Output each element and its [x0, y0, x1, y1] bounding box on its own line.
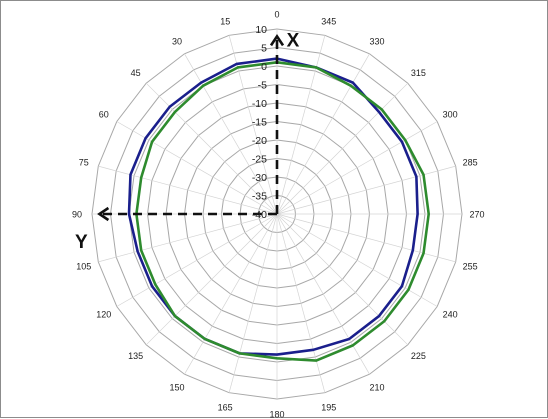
radial-tick-label-10: -40: [252, 209, 267, 221]
angle-tick-label-9: 135: [128, 351, 143, 361]
radial-tick-labels: 10 5 0 -5 -10 -15 -20 -25 -30 -35 -40: [252, 24, 267, 221]
angle-tick-label-10: 150: [169, 383, 184, 393]
axis-marker-label-0: X: [287, 30, 300, 51]
radial-tick-label-1: 5: [261, 43, 267, 55]
series-line-1: [136, 62, 428, 360]
angle-tick-label-19: 285: [463, 158, 478, 168]
grid-spoke-11: [229, 214, 277, 393]
radial-tick-label-7: -25: [252, 154, 267, 166]
grid-spoke-5: [98, 166, 277, 214]
angle-tick-label-1: 15: [220, 16, 230, 26]
angle-tick-label-15: 225: [411, 351, 426, 361]
radial-tick-label-0: 10: [255, 24, 267, 36]
angle-tick-label-13: 195: [321, 403, 336, 413]
angle-tick-label-7: 105: [76, 261, 91, 271]
angle-tick-label-6: 90: [72, 210, 82, 220]
angle-tick-label-3: 45: [131, 68, 141, 78]
angle-tick-label-21: 315: [411, 68, 426, 78]
axis-marker-label-1: Y: [75, 232, 88, 253]
angle-tick-label-14: 210: [369, 383, 384, 393]
angle-tick-label-16: 240: [443, 310, 458, 320]
angle-tick-label-11: 165: [218, 403, 233, 413]
grid-spoke-7: [98, 214, 277, 262]
grid-spoke-16: [277, 214, 437, 307]
radial-tick-label-8: -30: [252, 172, 267, 184]
angle-tick-label-4: 60: [99, 110, 109, 120]
angle-tick-label-23: 345: [321, 16, 336, 26]
angle-tick-label-5: 75: [79, 158, 89, 168]
radial-tick-label-6: -20: [252, 135, 267, 147]
angle-tick-label-17: 255: [463, 261, 478, 271]
angle-tick-label-22: 330: [369, 36, 384, 46]
angle-tick-label-2: 30: [172, 36, 182, 46]
radial-tick-label-4: -10: [252, 98, 267, 110]
angle-tick-label-8: 120: [96, 310, 111, 320]
grid-spoke-13: [277, 214, 325, 393]
grid-spoke-22: [277, 54, 370, 214]
radial-tick-label-3: -5: [258, 80, 267, 92]
angle-tick-label-18: 270: [469, 210, 484, 220]
radial-tick-label-2: 0: [261, 61, 267, 73]
angle-tick-label-0: 0: [274, 10, 279, 20]
angle-tick-label-20: 300: [443, 110, 458, 120]
radial-tick-label-9: -35: [252, 191, 267, 203]
radial-tick-label-5: -15: [252, 117, 267, 129]
grid-spoke-14: [277, 214, 370, 374]
